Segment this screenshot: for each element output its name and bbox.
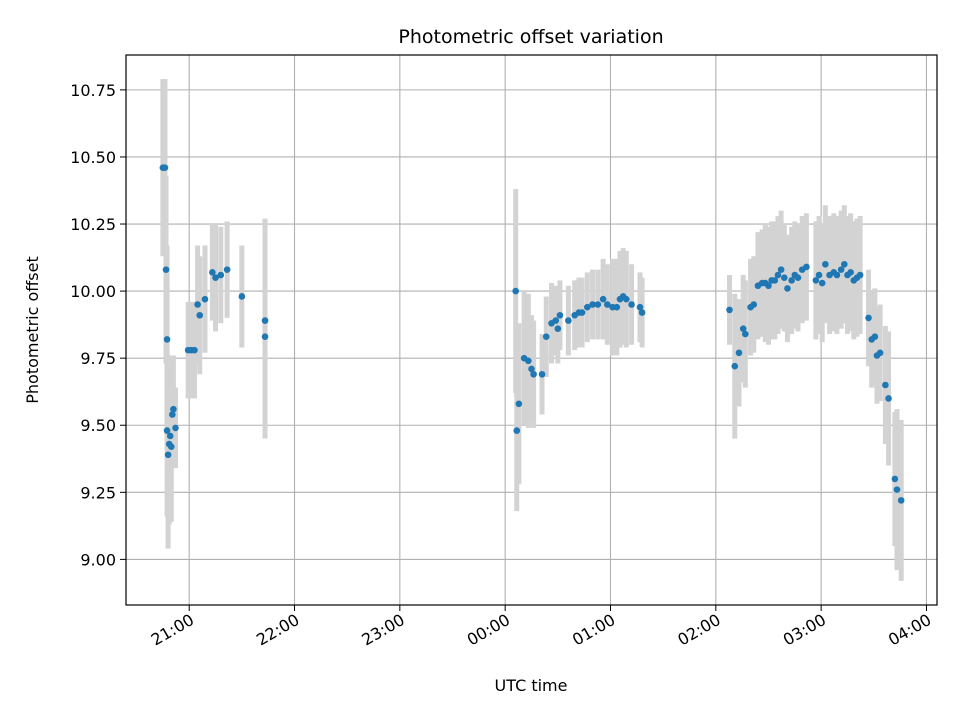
- data-point: [837, 266, 845, 273]
- y-tick-label: 10.00: [70, 282, 116, 301]
- data-point: [538, 370, 546, 378]
- data-point: [780, 274, 788, 281]
- data-point: [731, 362, 739, 370]
- data-point: [628, 301, 635, 308]
- data-point: [172, 424, 179, 432]
- data-point: [897, 497, 905, 504]
- data-point: [818, 279, 826, 287]
- data-point: [169, 411, 176, 418]
- data-point: [882, 381, 889, 389]
- data-point: [803, 263, 810, 271]
- data-point: [194, 301, 201, 308]
- data-point: [750, 301, 758, 308]
- data-point: [525, 357, 532, 365]
- data-point: [223, 266, 231, 273]
- data-point: [261, 333, 269, 341]
- data-point: [161, 164, 169, 171]
- x-axis-label: UTC time: [495, 676, 568, 695]
- data-point: [847, 269, 854, 276]
- data-point: [876, 349, 884, 357]
- data-point: [554, 325, 562, 332]
- data-point: [613, 303, 621, 311]
- data-point: [784, 285, 791, 292]
- data-point: [788, 277, 795, 284]
- data-point: [599, 295, 607, 303]
- data-point: [636, 303, 644, 311]
- data-point: [885, 395, 892, 402]
- data-point: [209, 269, 216, 276]
- data-point: [170, 405, 177, 413]
- data-point: [261, 317, 269, 324]
- data-point: [167, 443, 175, 451]
- data-point: [556, 311, 564, 319]
- plot-frame: [125, 54, 938, 606]
- y-tick-label: 10.75: [70, 81, 116, 100]
- data-point: [812, 277, 820, 284]
- data-point: [584, 303, 591, 311]
- data-point: [552, 317, 560, 324]
- data-point: [515, 400, 523, 408]
- data-point: [201, 295, 209, 303]
- data-point: [163, 336, 171, 343]
- y-tick-label: 10.50: [70, 148, 116, 167]
- data-point: [594, 301, 602, 308]
- data-point: [166, 432, 174, 440]
- data-point: [794, 274, 802, 281]
- data-point: [771, 277, 779, 284]
- data-point: [735, 349, 743, 357]
- data-point: [542, 333, 550, 341]
- data-point: [833, 271, 841, 279]
- data-point: [891, 475, 899, 483]
- data-point: [565, 317, 572, 324]
- data-point: [638, 309, 646, 316]
- y-tick-label: 9.25: [80, 483, 116, 502]
- data-point: [871, 333, 879, 341]
- data-point: [513, 427, 521, 434]
- data-point: [865, 314, 872, 322]
- data-point: [739, 325, 747, 332]
- data-point: [589, 301, 596, 308]
- data-point: [822, 260, 829, 268]
- data-point: [196, 311, 204, 319]
- data-point: [765, 282, 772, 290]
- data-point: [604, 301, 611, 308]
- data-point: [841, 260, 848, 268]
- data-point: [777, 266, 785, 273]
- y-tick-label: 9.00: [80, 550, 116, 569]
- data-point: [528, 365, 535, 373]
- data-point: [774, 271, 782, 279]
- data-point: [217, 271, 225, 279]
- data-point: [622, 295, 630, 303]
- data-point: [512, 287, 520, 295]
- data-point: [191, 346, 198, 354]
- data-point: [726, 306, 733, 314]
- y-tick-label: 9.75: [80, 349, 116, 368]
- point-layer: [159, 164, 905, 504]
- data-point: [212, 274, 219, 281]
- chart-title: Photometric offset variation: [398, 26, 663, 48]
- data-point: [742, 330, 749, 338]
- data-point: [163, 427, 171, 434]
- y-axis-label: Photometric offset: [23, 256, 42, 404]
- data-point: [162, 266, 170, 273]
- y-tick-label: 10.25: [70, 215, 116, 234]
- data-point: [530, 370, 537, 378]
- data-point: [815, 271, 823, 279]
- data-point: [893, 486, 901, 493]
- data-point: [578, 309, 586, 316]
- data-point: [856, 271, 864, 279]
- data-point: [164, 451, 172, 459]
- data-point: [238, 293, 246, 300]
- y-tick-label: 9.50: [80, 416, 116, 435]
